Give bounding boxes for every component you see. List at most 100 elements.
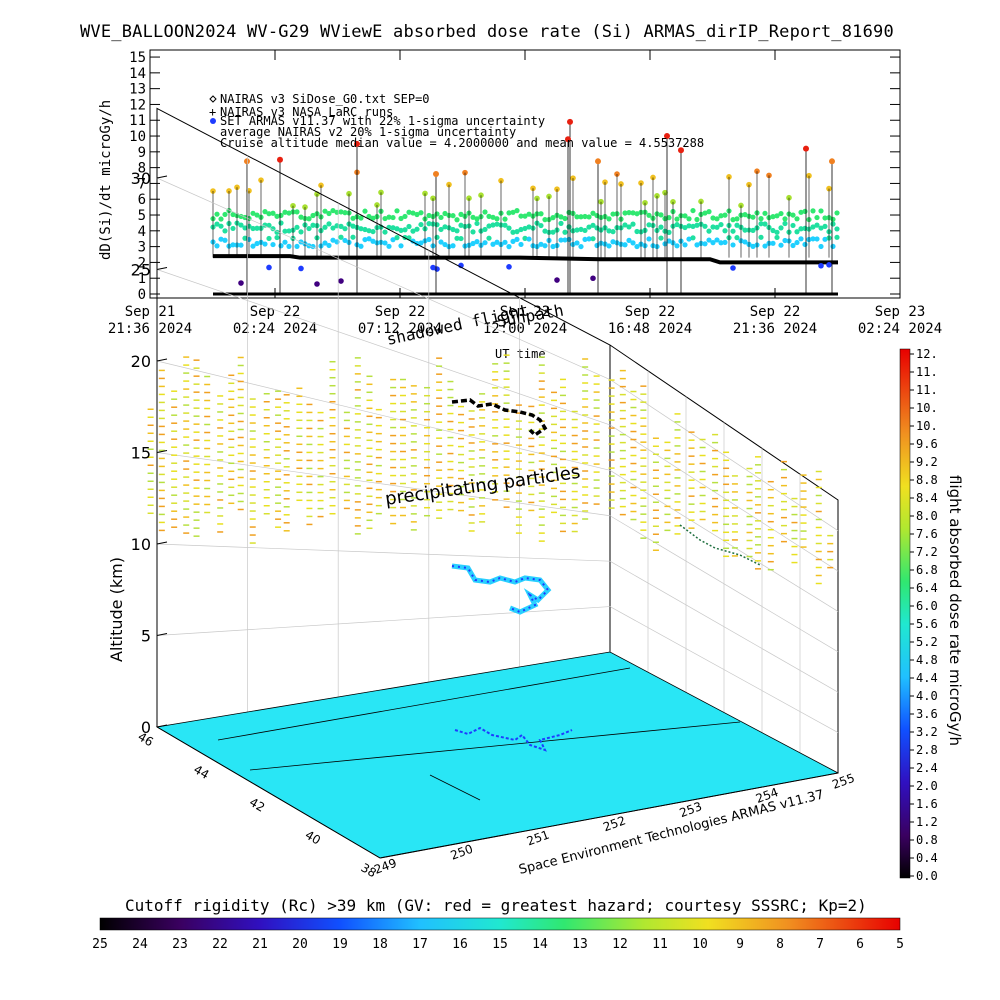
armas-point (758, 216, 764, 222)
page-title: WVE_BALLOON2024 WV-G29 WViewE absorbed d… (80, 22, 894, 42)
armas-point (266, 222, 272, 228)
armas-point (322, 208, 328, 214)
armas-point (822, 215, 828, 221)
armas-point (706, 237, 712, 243)
armas-point (686, 223, 692, 229)
armas-point (370, 228, 376, 235)
armas-point (582, 213, 588, 220)
armas-point (750, 214, 756, 220)
cutoff-tick-label: 23 (172, 937, 188, 952)
armas-point (250, 225, 256, 232)
armas-point (798, 209, 804, 215)
y-tick-label: 7 (138, 176, 146, 192)
z-tick-label: 0 (141, 718, 151, 737)
armas-point (565, 136, 571, 143)
armas-point (542, 228, 548, 234)
armas-point (578, 243, 584, 250)
armas-point (702, 241, 708, 247)
armas-point (222, 228, 228, 234)
armas-point (354, 140, 360, 147)
armas-point (526, 224, 532, 230)
armas-point (818, 243, 824, 250)
z-tick-label: 25 (131, 261, 151, 280)
armas-point (450, 243, 456, 249)
dose-rate-tick-label: 7.2 (916, 545, 938, 559)
armas-point (814, 236, 820, 242)
armas-point (722, 212, 728, 218)
dose-rate-tick-label: 6.4 (916, 581, 938, 595)
armas-point (714, 216, 720, 222)
armas-point (578, 214, 584, 220)
armas-point (322, 224, 328, 230)
armas-point (350, 223, 356, 229)
armas-point (722, 239, 728, 245)
ground-boundary-line (429, 774, 481, 801)
armas-point (694, 222, 700, 228)
z-tick-mark (156, 267, 168, 270)
armas-point (730, 242, 736, 248)
armas-point (244, 158, 250, 165)
y-tick-label: 11 (129, 113, 146, 129)
x-tick-label-time: 21:36 2024 (108, 321, 192, 337)
armas-point (518, 213, 524, 219)
armas-point (250, 210, 256, 216)
armas-point (586, 224, 592, 230)
armas-point (558, 214, 564, 220)
armas-point (750, 227, 756, 233)
armas-point (338, 223, 344, 229)
armas-point (470, 240, 476, 247)
dose-rate-tick-label: 10. (916, 419, 938, 433)
armas-point (646, 222, 652, 228)
dose-rate-tick-label: 6.0 (916, 599, 938, 613)
armas-point (410, 228, 416, 234)
armas-point (782, 220, 788, 227)
armas-point (538, 211, 544, 217)
armas-point (230, 242, 236, 248)
armas-point (450, 213, 456, 219)
plot3d-front-edges (156, 726, 839, 859)
legend-plus-marker: + (209, 105, 216, 119)
cutoff-tick-label: 16 (452, 937, 468, 952)
wall-grid-line (156, 360, 611, 471)
x-tick-label-time: 02:24 2024 (233, 321, 317, 337)
armas-point (470, 214, 476, 220)
cutoff-tick-label: 19 (332, 937, 348, 952)
armas-point (362, 226, 368, 233)
armas-point (458, 222, 464, 228)
y-tick-label: 5 (138, 208, 146, 224)
armas-point (606, 216, 612, 222)
armas-point (626, 237, 632, 243)
cutoff-tick-label: 13 (572, 937, 588, 952)
armas-point (454, 228, 460, 234)
armas-point (666, 238, 672, 244)
armas-point (454, 235, 460, 241)
dose-rate-tick-label: 4.0 (916, 689, 938, 703)
armas-point (458, 235, 464, 242)
armas-point (742, 212, 748, 218)
armas-point (742, 239, 748, 245)
armas-point (674, 221, 680, 228)
top-y-axis-label: dD(Si)/dt microGy/h (98, 100, 114, 260)
x-tick-label-date: Sep 22 (250, 304, 301, 320)
dose-rate-tick-label: 7.6 (916, 527, 938, 541)
armas-point (814, 214, 820, 221)
armas-point (330, 207, 336, 214)
armas-point (674, 243, 680, 249)
armas-point (567, 118, 573, 125)
armas-point (522, 213, 528, 219)
armas-point (518, 226, 524, 233)
armas-point (718, 221, 724, 228)
armas-point (770, 214, 776, 220)
armas-point (214, 221, 220, 227)
y-tick-label: 2 (138, 255, 146, 271)
armas-point (402, 213, 408, 220)
armas-point (734, 216, 740, 222)
armas-point (390, 214, 396, 221)
dose-rate-tick-label: 3.6 (916, 707, 938, 721)
x-tick-label-time: 12:00 2024 (483, 321, 567, 337)
armas-point (362, 208, 368, 214)
armas-point (486, 223, 492, 229)
armas-point (578, 226, 584, 233)
z-tick-label: 30 (131, 169, 151, 188)
x-tick-label-time: 02:24 2024 (858, 321, 942, 337)
